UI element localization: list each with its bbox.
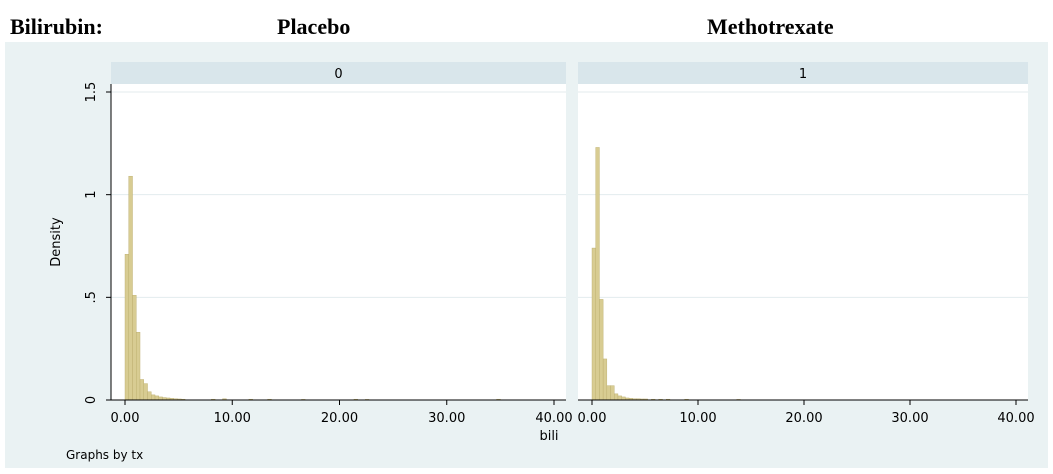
histogram-bar <box>151 394 156 401</box>
x-tick-label: 40.00 <box>535 411 572 426</box>
histogram-bar <box>147 391 152 401</box>
y-tick-label: 1.5 <box>84 82 99 103</box>
chart-header: Bilirubin: Placebo Methotrexate <box>0 8 1053 44</box>
y-tick-label: .5 <box>84 291 99 303</box>
histogram-bar <box>606 385 611 401</box>
plot-area <box>111 84 566 400</box>
histogram-bar <box>599 299 604 401</box>
x-tick-label: 30.00 <box>891 411 928 426</box>
y-tick-label: 0 <box>84 396 99 404</box>
histogram-bar <box>136 332 141 401</box>
plot-area <box>578 84 1028 400</box>
y-axis-title: Density <box>49 217 64 267</box>
x-tick-label: 0.00 <box>111 411 140 426</box>
histogram-bar <box>602 358 608 401</box>
histogram-bar <box>143 383 148 401</box>
panel-strip-label: 1 <box>799 67 807 82</box>
x-tick-label: 30.00 <box>428 411 465 426</box>
histogram-bar <box>591 247 596 401</box>
panel-1: 10.00 10.00 20.00 30.00 40.00 <box>578 62 1035 426</box>
histogram-bar <box>128 175 133 401</box>
histogram-bar <box>132 295 137 401</box>
x-tick-label: 20.00 <box>321 411 358 426</box>
x-axis-title: bili <box>539 429 558 444</box>
panel-strip <box>111 62 566 84</box>
group-label-right: Methotrexate <box>707 14 834 39</box>
x-tick-label: 10.00 <box>679 411 716 426</box>
x-tick-label: 0.00 <box>578 411 607 426</box>
histogram-bar <box>617 395 622 401</box>
group-label-left: Placebo <box>277 14 351 39</box>
graphs-by-note: Graphs by tx <box>66 448 143 462</box>
y-tick-label: 1 <box>84 191 99 199</box>
histogram-bar <box>139 379 144 401</box>
histogram-bar <box>154 395 159 401</box>
x-tick-label: 40.00 <box>997 411 1034 426</box>
panel-0: 0 0.00 10.00 20.00 30.00 40.00 <box>111 62 573 426</box>
histogram-bar <box>614 393 619 401</box>
x-tick-label: 10.00 <box>214 411 251 426</box>
variable-label: Bilirubin: <box>10 14 103 39</box>
x-tick-label: 20.00 <box>785 411 822 426</box>
histogram-bar <box>610 385 615 401</box>
histogram-bar <box>595 147 600 401</box>
panel-strip <box>578 62 1028 84</box>
histogram-bar <box>124 254 129 401</box>
panel-strip-label: 0 <box>334 67 342 82</box>
